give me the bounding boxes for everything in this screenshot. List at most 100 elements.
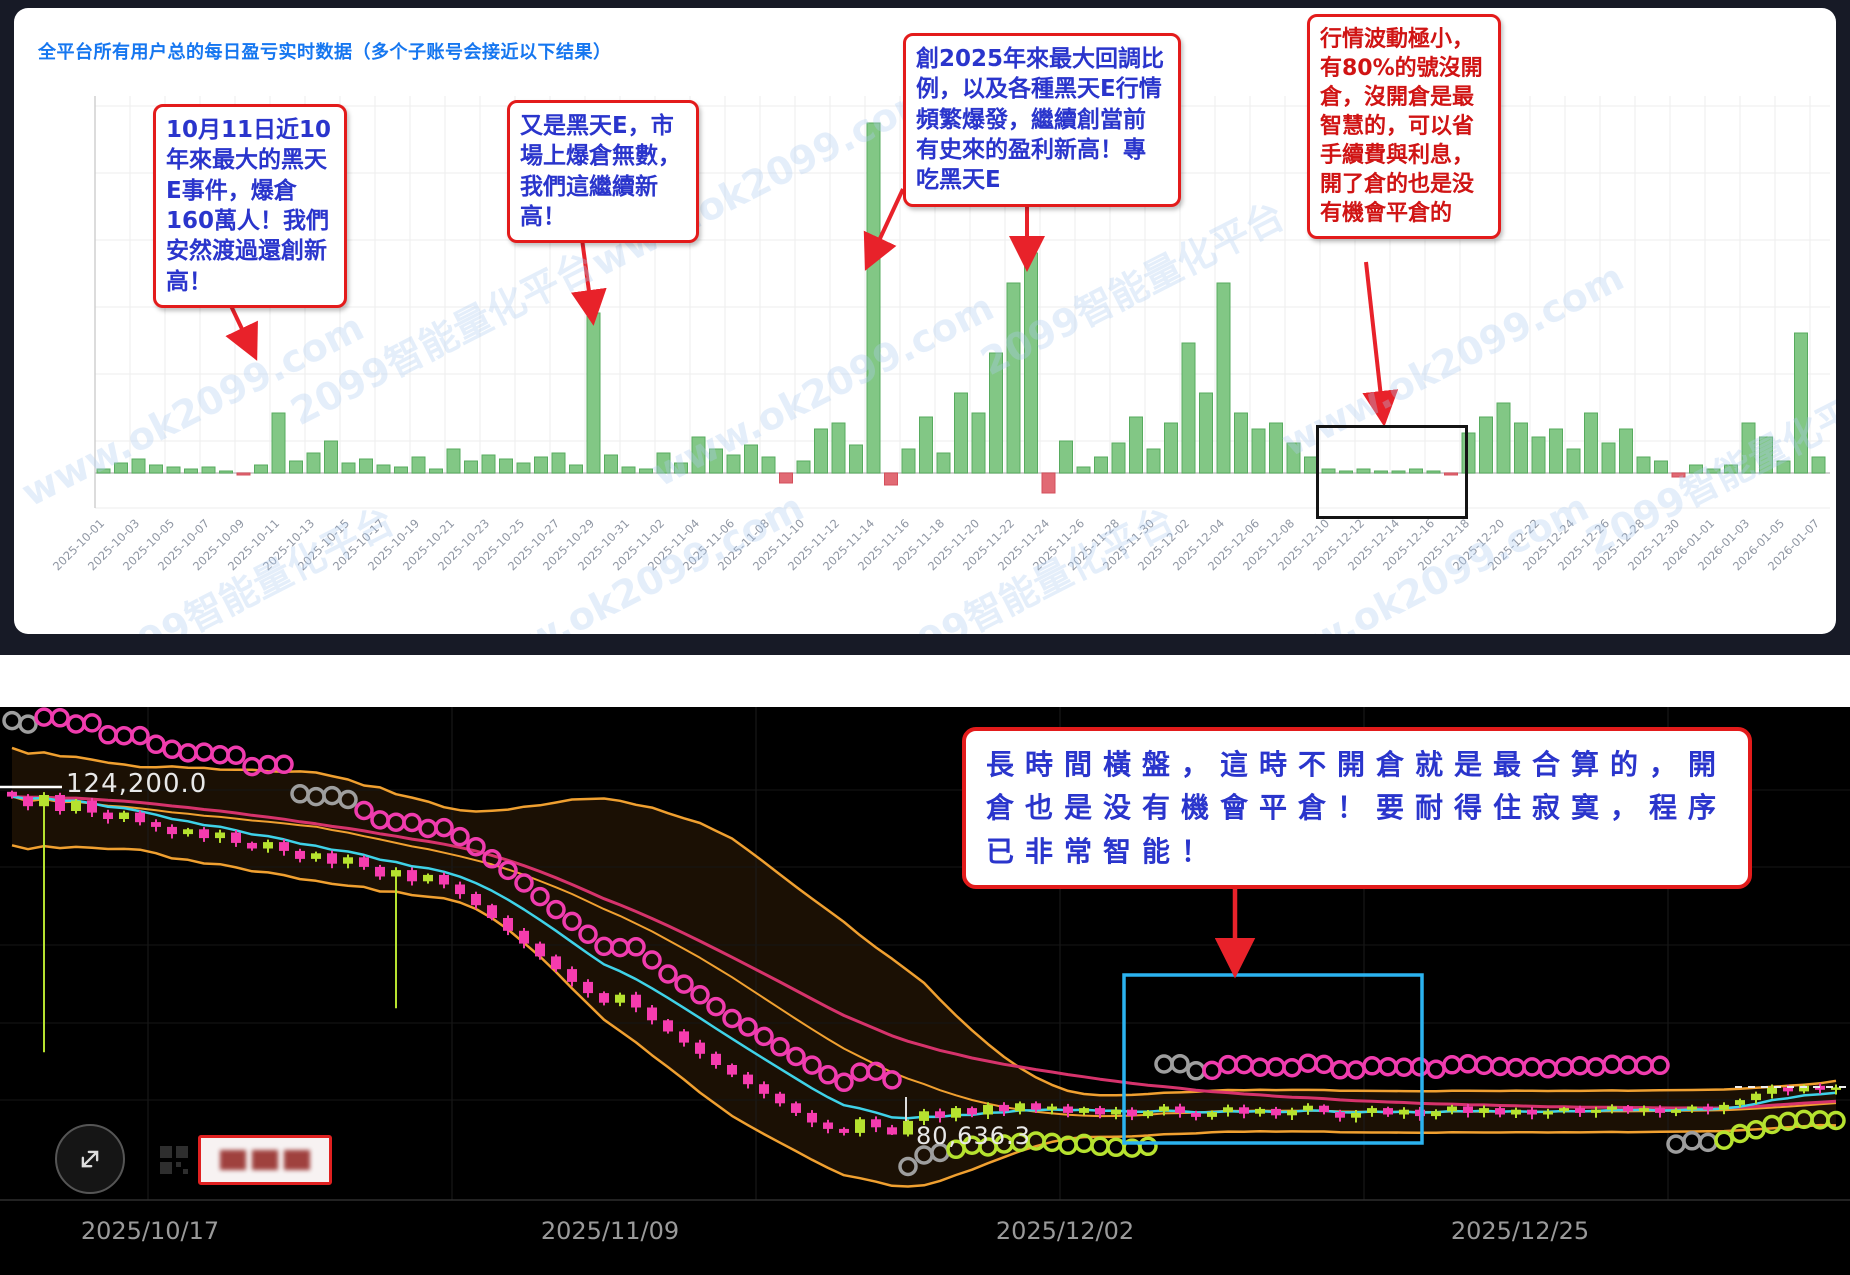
candle-body (231, 832, 241, 843)
bar (1636, 456, 1651, 474)
bar (1374, 470, 1388, 474)
candle-body (295, 850, 305, 859)
bar (796, 460, 811, 474)
annotation-arrow (863, 188, 905, 271)
sar-dot (626, 937, 646, 957)
candle-body (551, 956, 561, 970)
sar-dot (1202, 1060, 1222, 1081)
platform-logo[interactable] (158, 1135, 332, 1185)
sar-dot (642, 950, 662, 970)
candle-body (519, 930, 529, 944)
candle-body (711, 1053, 721, 1065)
candle-body (1095, 1108, 1105, 1115)
bar (1251, 428, 1266, 474)
bar (429, 468, 443, 474)
sar-dot (866, 1061, 886, 1082)
bar (954, 392, 968, 474)
sar-dot (882, 1070, 902, 1090)
bar (1269, 422, 1283, 474)
annotation-box-2: 又是黑天E，市場上爆倉無數，我們這繼續新高！ (507, 100, 699, 244)
candle-body (1415, 1109, 1425, 1117)
sar-dot (834, 1072, 854, 1093)
candle-body (1239, 1107, 1249, 1114)
sar-dot (514, 873, 534, 893)
sar-dot (738, 1017, 758, 1037)
bar (1654, 460, 1668, 474)
bar (499, 458, 513, 474)
candle-body (103, 812, 113, 819)
bars-layer (96, 122, 1826, 494)
candle-body (1719, 1104, 1729, 1110)
x-axis-label: 2025/11/09 (540, 1217, 680, 1245)
candle-body (1079, 1108, 1089, 1113)
bar (866, 122, 881, 474)
bar (691, 436, 706, 474)
bar (744, 444, 758, 474)
bar (971, 412, 986, 474)
candle-body (1575, 1108, 1585, 1113)
bar (1706, 468, 1721, 474)
bar (1356, 468, 1371, 474)
candle-body (1703, 1106, 1713, 1110)
candle-body (215, 832, 225, 839)
candle-body (1591, 1109, 1601, 1113)
candle-body (1655, 1108, 1665, 1113)
bar (516, 462, 531, 474)
logo-glyph-redacted (220, 1150, 246, 1170)
bar (604, 454, 618, 474)
sar-dot (802, 1055, 822, 1075)
bar (1724, 464, 1738, 474)
bar (1339, 470, 1353, 474)
candle-body (1479, 1108, 1489, 1113)
candle-body (727, 1065, 737, 1075)
candle-body (183, 829, 193, 835)
sar-dot (706, 996, 726, 1017)
bar (341, 462, 356, 474)
candle-body (455, 884, 465, 895)
candle-body (935, 1111, 945, 1118)
candle-body (471, 894, 481, 906)
bar (761, 456, 776, 474)
bar (1286, 442, 1301, 474)
logo-redbox (198, 1135, 332, 1185)
sar-dot (1826, 1110, 1846, 1131)
sar-dot (674, 974, 694, 994)
sar-dot (338, 789, 358, 810)
bar (306, 452, 321, 474)
sar-dot (722, 1008, 742, 1029)
candle-body (1223, 1107, 1233, 1113)
bar (166, 466, 181, 474)
candle-body (663, 1020, 673, 1032)
candle-body (583, 981, 593, 994)
bar (1111, 442, 1126, 474)
candle-body (503, 918, 513, 931)
sar-dot (466, 836, 486, 857)
bar (289, 460, 303, 474)
candle-body (1447, 1106, 1457, 1112)
bar (1199, 392, 1213, 474)
bar (901, 448, 916, 474)
daily-pnl-card: 全平台所有用户总的每日盈亏实时数据（多个子账号会接近以下结果） www.ok20… (14, 8, 1836, 634)
candle-body (151, 822, 161, 827)
candle-body (7, 791, 17, 797)
candle-body (135, 812, 145, 823)
x-axis-label: 2025/12/25 (1450, 1217, 1590, 1245)
candle-body (1399, 1109, 1409, 1115)
candle-body (279, 842, 289, 851)
bar (446, 448, 461, 474)
candle-body (1175, 1106, 1185, 1113)
bar (639, 468, 653, 474)
expand-icon (81, 1150, 99, 1168)
sar-dot (658, 964, 678, 984)
price-label-high: 124,200.0 (66, 769, 208, 799)
bar (779, 472, 793, 484)
bar (1041, 472, 1056, 494)
candle-body (615, 994, 625, 1003)
price-label-low: 80,636.3 (916, 1122, 1031, 1150)
candle-body (1255, 1108, 1265, 1114)
expand-button[interactable] (55, 1124, 125, 1194)
candle-body (887, 1127, 897, 1135)
candle-body (903, 1120, 913, 1135)
sar-dot (1138, 1136, 1158, 1157)
sar-dots (2, 707, 1846, 1177)
